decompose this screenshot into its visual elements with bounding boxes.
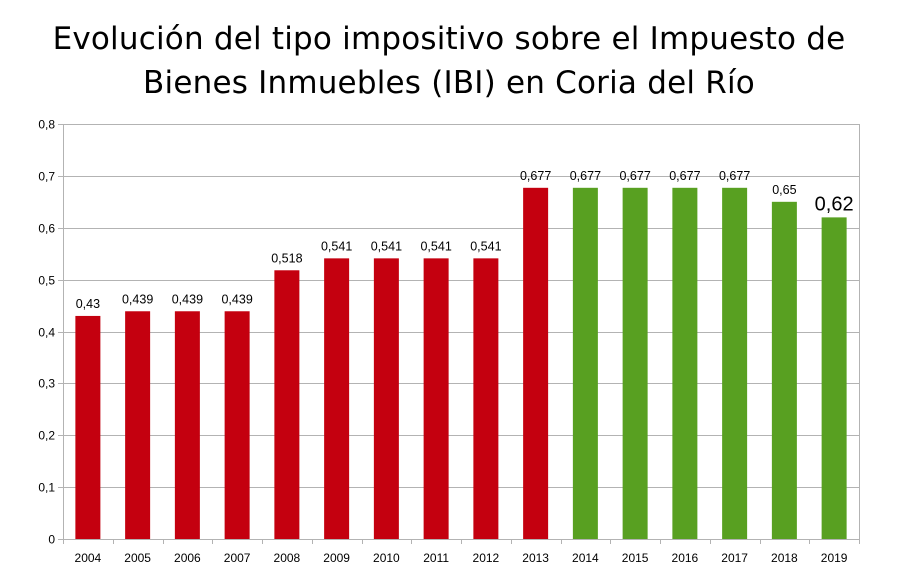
data-label-2017: 0,677 (719, 169, 750, 183)
x-tick-label: 2006 (174, 551, 201, 565)
x-tick-label: 2013 (522, 551, 549, 565)
x-tick-label: 2015 (622, 551, 649, 565)
x-tick-label: 2004 (75, 551, 102, 565)
bar-2014 (572, 187, 598, 539)
data-label-2018: 0,65 (772, 183, 796, 197)
bar-2009 (324, 258, 350, 539)
x-tick-label: 2008 (274, 551, 301, 565)
bar-2013 (523, 187, 549, 539)
bar-2017 (722, 187, 748, 539)
bar-2004 (75, 315, 101, 539)
bar-2015 (622, 187, 648, 539)
data-label-2008: 0,518 (271, 251, 302, 265)
y-tick-label: 0,2 (38, 429, 55, 443)
x-tick-label: 2019 (821, 551, 848, 565)
x-tick-label: 2012 (473, 551, 500, 565)
x-tick-label: 2018 (771, 551, 798, 565)
data-label-2006: 0,439 (172, 292, 203, 306)
x-tick-label: 2017 (721, 551, 748, 565)
chart-title-line-1: Evolución del tipo impositivo sobre el I… (52, 21, 846, 57)
x-tick-label: 2016 (672, 551, 699, 565)
bar-2005 (125, 311, 151, 539)
bar-2018 (771, 201, 797, 539)
y-tick-label: 0,4 (38, 326, 55, 340)
bar-2016 (672, 187, 698, 539)
data-label-2011: 0,541 (420, 239, 451, 253)
y-tick-label: 0,3 (38, 377, 55, 391)
data-label-2013: 0,677 (520, 169, 551, 183)
bar-2007 (224, 311, 250, 539)
x-tick-label: 2007 (224, 551, 251, 565)
y-tick-label: 0,1 (38, 481, 55, 495)
y-tick-label: 0,7 (38, 170, 55, 184)
y-tick-label: 0 (48, 533, 55, 547)
chart-title-line-2: Bienes Inmuebles (IBI) en Coria del Río (143, 65, 755, 101)
bar-2012 (473, 258, 499, 539)
y-tick-label: 0,5 (38, 274, 55, 288)
bar-2008 (274, 270, 300, 539)
x-tick-label: 2010 (373, 551, 400, 565)
bar-2010 (373, 258, 399, 539)
data-label-2016: 0,677 (669, 169, 700, 183)
data-label-2004: 0,43 (76, 297, 100, 311)
data-label-2005: 0,439 (122, 292, 153, 306)
data-label-2014: 0,677 (570, 169, 601, 183)
y-tick-label: 0,6 (38, 222, 55, 236)
bar-2019 (821, 217, 847, 539)
x-tick-label: 2011 (423, 551, 449, 565)
bar-2011 (423, 258, 449, 539)
data-label-2010: 0,541 (371, 239, 402, 253)
data-label-2015: 0,677 (619, 169, 650, 183)
data-label-2012: 0,541 (470, 239, 501, 253)
data-label-2007: 0,439 (221, 292, 252, 306)
bar-2006 (174, 311, 200, 539)
data-label-2019: 0,62 (815, 193, 854, 215)
x-tick-label: 2014 (572, 551, 599, 565)
y-tick-label: 0,8 (38, 118, 55, 132)
x-tick-label: 2005 (124, 551, 151, 565)
data-label-2009: 0,541 (321, 239, 352, 253)
x-tick-label: 2009 (323, 551, 350, 565)
